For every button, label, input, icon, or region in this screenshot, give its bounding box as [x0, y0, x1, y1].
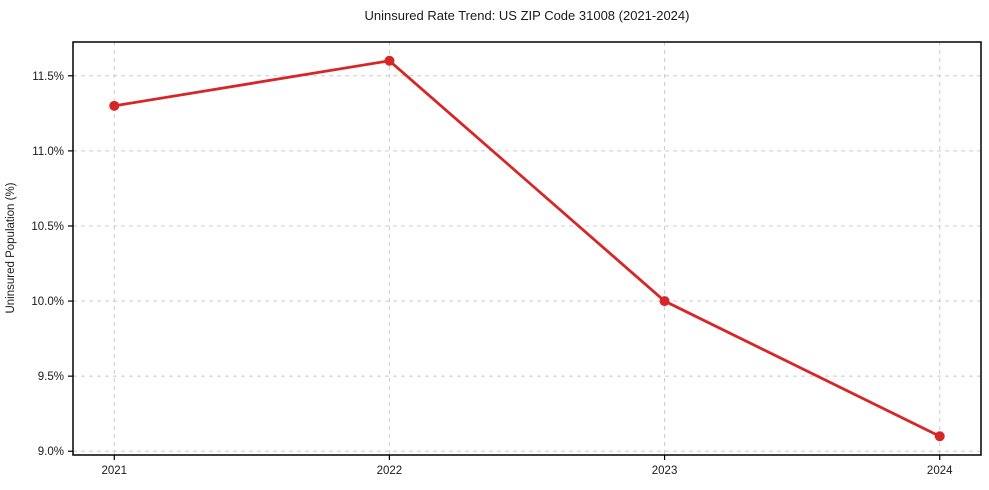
y-axis-label: Uninsured Population (%) [5, 182, 17, 314]
y-tick-label: 11.5% [32, 71, 64, 83]
y-tick-label: 11.0% [32, 146, 64, 158]
chart-title: Uninsured Rate Trend: US ZIP Code 31008 … [364, 8, 690, 23]
x-tick-label: 2022 [377, 465, 403, 477]
y-tick-label: 9.5% [38, 371, 64, 383]
y-tick-label: 10.0% [31, 296, 64, 308]
data-point-marker [934, 431, 945, 442]
data-point-marker [384, 55, 395, 66]
y-tick-label: 9.0% [38, 446, 64, 458]
plot-border [72, 41, 982, 456]
data-point-marker [109, 100, 120, 111]
x-tick-label: 2024 [927, 465, 953, 477]
x-tick-label: 2023 [652, 465, 678, 477]
trend-line [112, 59, 942, 438]
y-tick-label: 10.5% [31, 221, 64, 233]
data-point-marker [659, 296, 670, 307]
x-tick-label: 2021 [101, 465, 127, 477]
